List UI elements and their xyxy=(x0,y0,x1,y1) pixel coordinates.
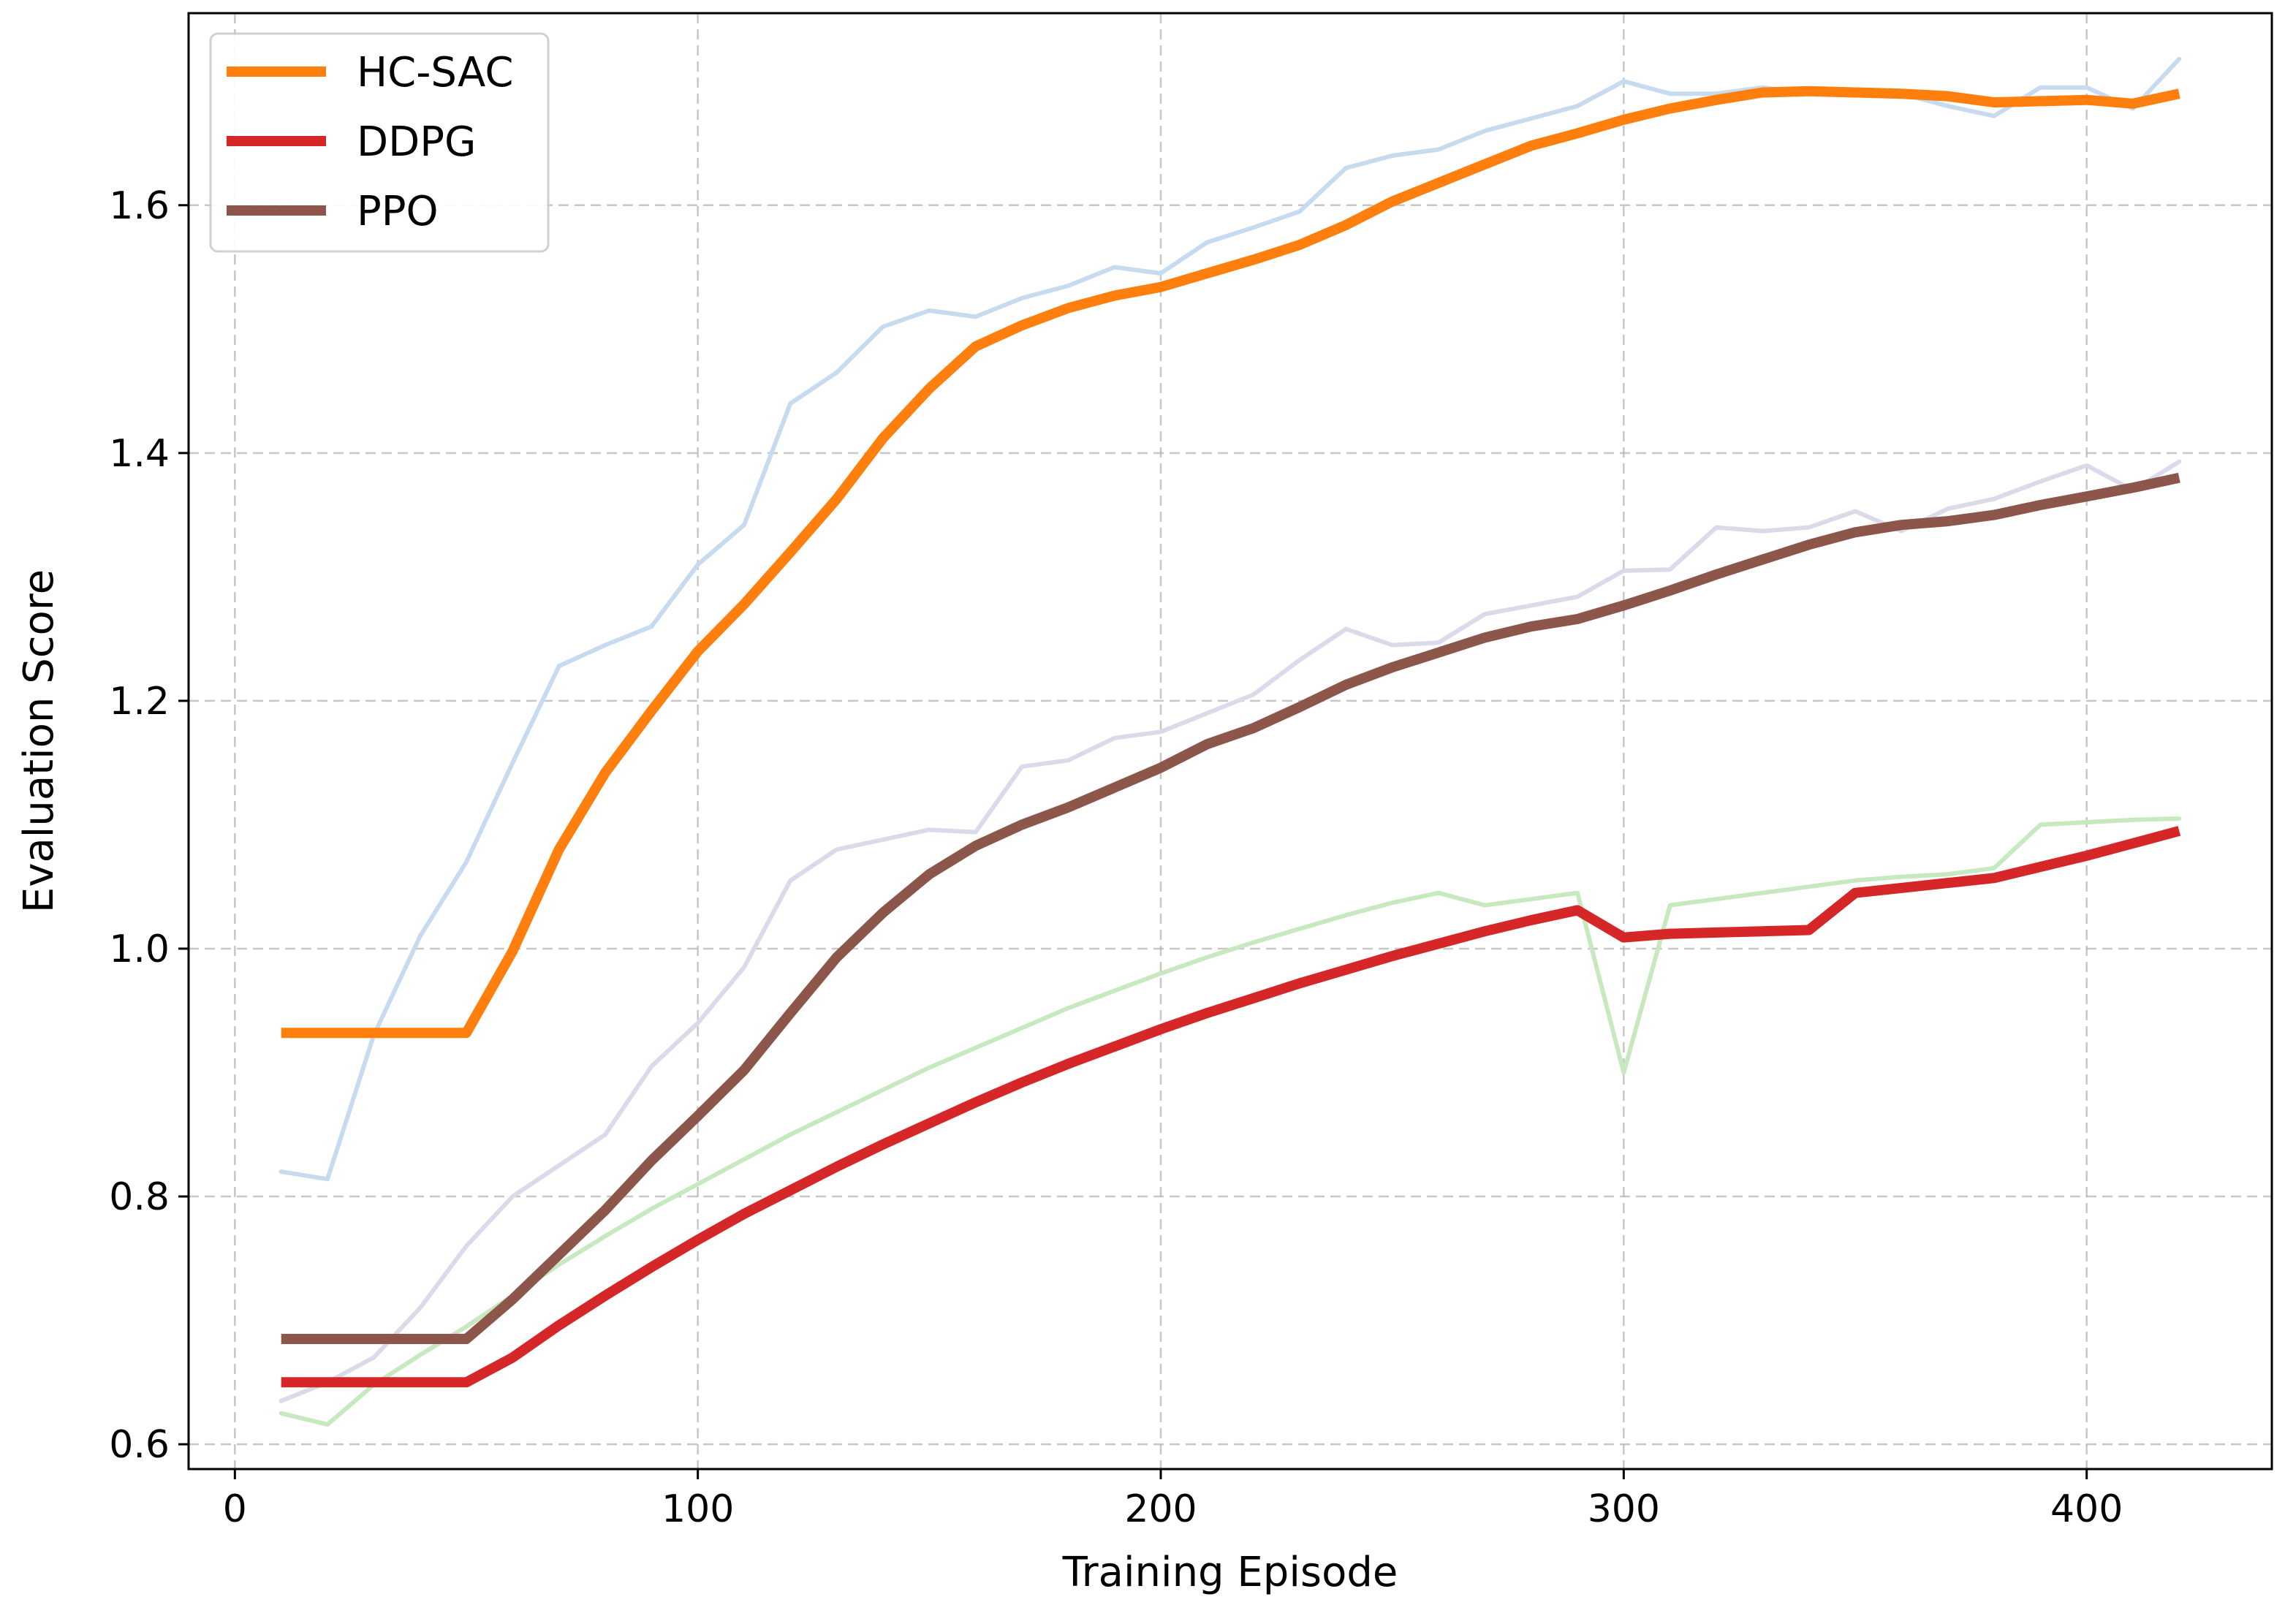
legend-label-hc-sac: HC-SAC xyxy=(357,49,513,96)
y-tick-label: 1.2 xyxy=(109,680,170,724)
x-tick-label: 100 xyxy=(662,1487,734,1531)
y-tick-label: 1.4 xyxy=(109,432,170,476)
series-line-ddpg xyxy=(281,826,2181,1388)
legend-box xyxy=(209,32,550,253)
legend-label-ddpg: DDPG xyxy=(357,118,476,166)
series-line-ppo xyxy=(281,472,2180,1344)
y-tick-label: 0.6 xyxy=(109,1423,170,1467)
ticks: 0 100 200 300 400 0.6 0.8 1.0 1.2 1.4 1.6 xyxy=(109,184,2123,1531)
raw-series-line xyxy=(278,816,2182,1427)
y-tick-label: 0.8 xyxy=(109,1175,170,1219)
x-tick-label: 0 xyxy=(223,1487,247,1531)
legend-label-ppo: PPO xyxy=(357,188,439,235)
x-tick-label: 200 xyxy=(1124,1487,1197,1531)
y-tick-label: 1.0 xyxy=(109,927,170,971)
x-tick-label: 400 xyxy=(2050,1487,2123,1531)
x-axis-label: Training Episode xyxy=(1062,1549,1398,1596)
y-axis-label: Evaluation Score xyxy=(15,569,63,913)
legend: HC-SAC DDPG PPO xyxy=(209,32,550,253)
y-tick-label: 1.6 xyxy=(109,184,170,228)
smooth-lines xyxy=(281,86,2181,1388)
raw-series-line xyxy=(278,459,2182,1403)
plot-frame xyxy=(187,12,2273,1471)
series-line-hc-sac xyxy=(281,86,2180,1039)
x-tick-label: 300 xyxy=(1588,1487,1660,1531)
